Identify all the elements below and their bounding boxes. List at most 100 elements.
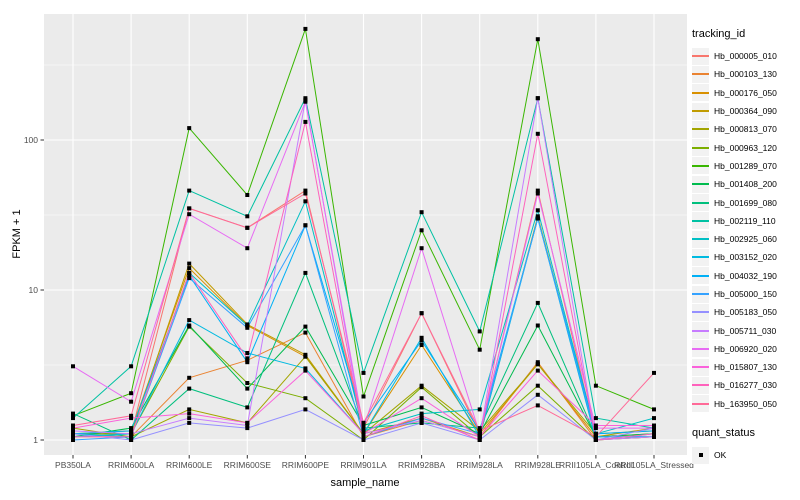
legend-key-line-icon [692, 230, 709, 248]
legend-label: Hb_004032_190 [714, 270, 777, 281]
legend-entry: Hb_000963_120 [692, 138, 800, 157]
data-point [71, 426, 75, 431]
data-point [245, 323, 250, 328]
data-point [129, 391, 134, 396]
legend-entry: Hb_000103_130 [692, 65, 800, 83]
x-tick-label: RRIM600SE [224, 460, 272, 470]
data-point [245, 360, 250, 365]
data-point [187, 375, 192, 380]
data-point [187, 212, 192, 217]
data-point [419, 411, 424, 416]
legend-key-line-icon [692, 340, 709, 358]
legend-key-line-icon [692, 47, 709, 65]
data-point [535, 216, 540, 221]
legend-entry: Hb_002925_060 [692, 230, 800, 248]
data-point [71, 416, 75, 421]
data-point [419, 418, 424, 423]
data-point [245, 386, 250, 391]
data-point [245, 351, 250, 355]
data-point [535, 188, 540, 193]
data-point [245, 423, 250, 428]
data-point [535, 362, 540, 367]
data-point [361, 428, 366, 433]
legend-label: Hb_000813_070 [714, 124, 777, 135]
data-point [71, 431, 75, 436]
data-point [361, 434, 366, 439]
data-point [187, 261, 192, 266]
legend-entry: Hb_002119_110 [692, 212, 800, 230]
data-point [245, 356, 250, 361]
legend: tracking_id Hb_000005_010 Hb_000103_130 Hb… [692, 28, 800, 465]
legend-key-line-icon [692, 194, 709, 212]
data-point [477, 431, 482, 436]
data-point [303, 368, 308, 373]
data-point [419, 420, 424, 425]
data-point [187, 318, 192, 323]
data-point [652, 428, 656, 433]
data-point [652, 423, 656, 428]
data-point [187, 276, 192, 281]
data-point [245, 420, 250, 425]
data-point [245, 405, 250, 410]
y-tick-label: 10 [29, 285, 39, 295]
data-point [361, 426, 366, 431]
legend-key-line-icon [692, 84, 709, 102]
legend-label: Hb_016277_030 [714, 380, 777, 391]
data-point [303, 26, 308, 31]
legend-label: Hb_005000_150 [714, 289, 777, 299]
data-point [361, 370, 366, 375]
data-point [593, 438, 598, 442]
data-point [419, 385, 424, 390]
legend-label: Hb_005711_030 [714, 325, 777, 336]
data-point [652, 416, 656, 421]
legend-label: Hb_163950_050 [714, 398, 777, 409]
legend-key-line-icon [692, 376, 709, 394]
data-point [187, 416, 192, 421]
data-point [245, 193, 250, 197]
data-point [187, 188, 192, 193]
x-tick-label: RRII105LA_Stressed [614, 460, 694, 470]
data-point [245, 214, 250, 219]
legend-key-line-icon [692, 120, 709, 138]
legend-label: Hb_000176_050 [714, 87, 777, 98]
legend-label: Hb_000963_120 [714, 142, 777, 153]
y-tick-label: 1 [33, 435, 38, 445]
legend-key-line-icon [692, 303, 709, 321]
data-point [535, 383, 540, 388]
data-point [535, 214, 540, 219]
data-point [535, 131, 540, 136]
data-point [652, 434, 656, 439]
legend-entries: Hb_000005_010 Hb_000103_130 Hb_000176_050 H… [692, 47, 800, 413]
data-point [419, 228, 424, 233]
data-point [187, 206, 192, 211]
data-point [71, 438, 75, 442]
data-point [187, 273, 192, 278]
data-point [303, 354, 308, 359]
data-point [129, 413, 134, 418]
data-point [129, 426, 134, 431]
data-point [419, 246, 424, 251]
data-point [477, 407, 482, 412]
legend-entry: Hb_000364_090 [692, 102, 800, 120]
data-point [129, 438, 134, 442]
data-point [361, 420, 366, 425]
data-point [303, 223, 308, 228]
data-point [361, 423, 366, 428]
data-point [535, 323, 540, 328]
legend-entry: Hb_001289_070 [692, 157, 800, 175]
data-point [419, 335, 424, 340]
x-axis-title: sample_name [330, 477, 400, 489]
data-point [419, 413, 424, 418]
legend-key-line-icon [692, 157, 709, 175]
legend-title-tracking-id: tracking_id [692, 28, 746, 40]
data-point [535, 96, 540, 101]
legend-label: Hb_000005_010 [714, 51, 777, 62]
x-tick-label: RRIM928LE [515, 460, 562, 470]
legend-label: Hb_000103_130 [714, 69, 777, 80]
data-point [303, 119, 308, 124]
legend-label: Hb_001289_070 [714, 160, 777, 171]
legend-entry: Hb_004032_190 [692, 267, 800, 285]
data-point [652, 407, 656, 412]
x-tick-label: RRII105LA_Control [559, 460, 633, 470]
